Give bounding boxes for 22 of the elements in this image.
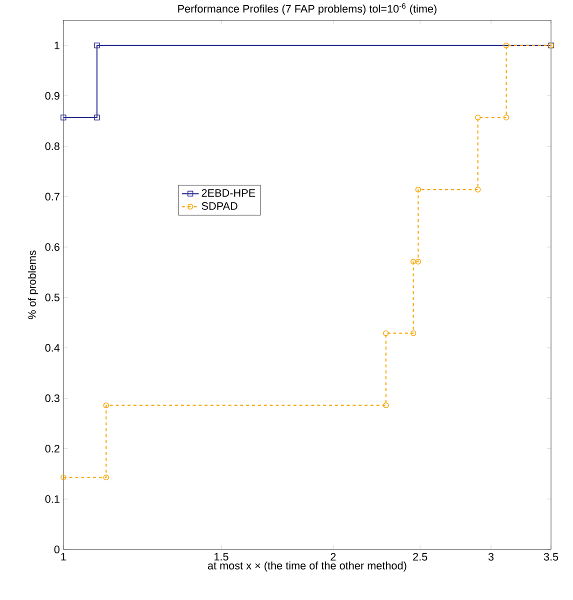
- y-tick-label: 0.3: [45, 394, 60, 402]
- legend-label: 2EBD-HPE: [202, 189, 256, 197]
- y-tick-label: 0.4: [45, 344, 60, 352]
- y-tick-label: 0.7: [45, 192, 60, 200]
- y-tick-label: 0.1: [45, 495, 60, 503]
- y-tick-label: 0.9: [45, 92, 60, 100]
- y-tick-label: 0.2: [45, 444, 60, 452]
- x-tick-label: 1.5: [214, 552, 228, 561]
- y-tick-label: 0.6: [45, 243, 60, 251]
- x-axis-title: at most x × (the time of the other method): [208, 561, 406, 572]
- x-tick-label: 3: [488, 552, 494, 561]
- y-axis-title: % of problems: [28, 250, 38, 320]
- x-tick-label: 2: [330, 552, 336, 561]
- x-tick-label: 2.5: [413, 552, 428, 561]
- y-tick-label: 0.5: [45, 294, 60, 302]
- y-tick-label: 0.8: [45, 142, 60, 150]
- y-tick-label: 1: [54, 42, 60, 50]
- x-tick-label: 3.5: [544, 552, 558, 561]
- chart-title: Performance Profiles (7 FAP problems) tol=10$^{-6}$ (time): [178, 3, 437, 15]
- legend-label: SDPAD: [202, 202, 238, 210]
- x-tick-label: 1: [61, 552, 66, 560]
- y-tick-label: 0: [54, 546, 60, 554]
